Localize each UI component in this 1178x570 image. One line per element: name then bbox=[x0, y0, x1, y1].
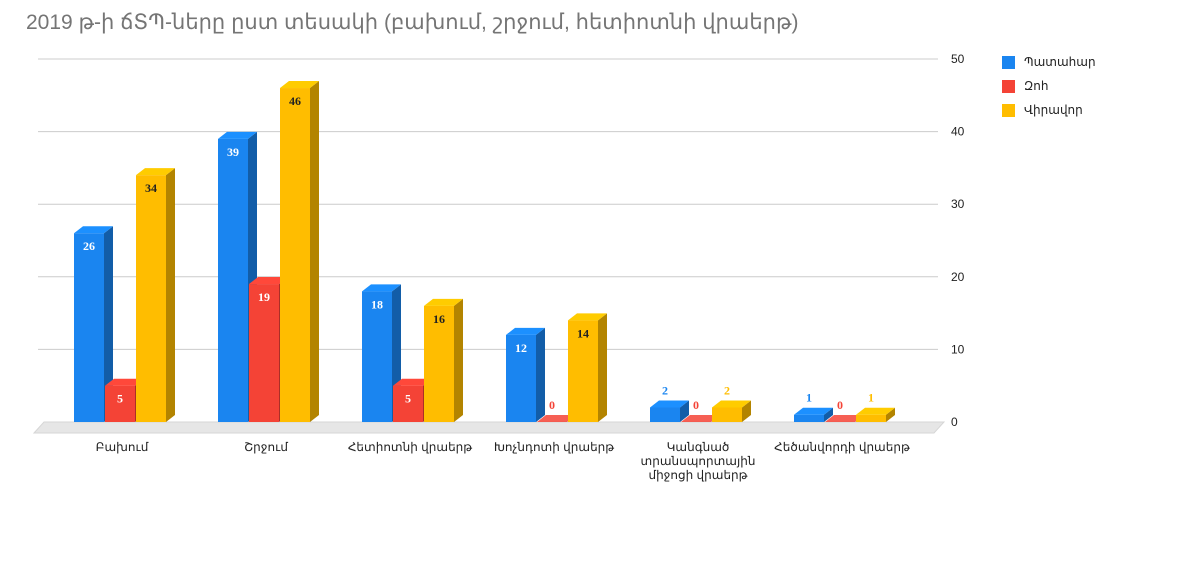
x-tick-label: միջոցի վրաերթ bbox=[648, 468, 747, 482]
data-label: 2 bbox=[662, 383, 668, 397]
bar bbox=[218, 138, 248, 423]
bar-side bbox=[166, 168, 175, 422]
legend-item: Վիրավոր bbox=[1002, 98, 1096, 122]
bar bbox=[393, 385, 423, 422]
bar-top bbox=[712, 400, 751, 408]
bar-side bbox=[454, 298, 463, 422]
y-tick-label: 30 bbox=[951, 197, 965, 211]
bar-top bbox=[568, 313, 607, 321]
chart-title: 2019 թ-ի ճՏՊ-ները ըստ տեսակի (բախում, շր… bbox=[26, 11, 799, 34]
y-tick-label: 40 bbox=[951, 125, 965, 139]
data-label: 5 bbox=[117, 392, 123, 406]
bar bbox=[105, 385, 135, 422]
x-tick-label: Բախում bbox=[96, 440, 149, 454]
bar-top bbox=[249, 277, 288, 285]
legend-label: Վիրավոր bbox=[1024, 103, 1083, 117]
data-label: 5 bbox=[405, 392, 411, 406]
legend-swatch bbox=[1002, 55, 1015, 69]
bar-top bbox=[393, 378, 432, 386]
bar-side bbox=[824, 407, 833, 422]
bar bbox=[249, 284, 279, 422]
bar-top bbox=[280, 81, 319, 89]
y-tick-label: 50 bbox=[951, 52, 965, 66]
bar-top bbox=[856, 407, 895, 415]
data-label: 26 bbox=[83, 239, 95, 253]
legend-swatch bbox=[1002, 103, 1015, 117]
bar bbox=[74, 233, 104, 422]
y-tick-label: 0 bbox=[951, 415, 958, 429]
legend-swatch bbox=[1002, 79, 1015, 93]
y-tick-label: 10 bbox=[951, 342, 965, 356]
data-label: 34 bbox=[145, 181, 157, 195]
bar-side bbox=[104, 226, 113, 422]
data-label: 2 bbox=[724, 383, 730, 397]
bar-side bbox=[598, 313, 607, 422]
bar bbox=[650, 407, 680, 422]
legend-label: Զոհ bbox=[1024, 79, 1049, 93]
bar bbox=[424, 305, 454, 422]
x-tick-label: Շրջում bbox=[244, 440, 288, 454]
bar-top bbox=[681, 415, 720, 422]
bar-top bbox=[794, 407, 833, 415]
bar bbox=[280, 88, 310, 422]
data-label: 39 bbox=[227, 145, 239, 159]
bar-top bbox=[105, 378, 144, 386]
bar-top bbox=[136, 168, 175, 176]
data-label: 12 bbox=[515, 341, 527, 355]
data-label: 16 bbox=[433, 312, 445, 326]
bar bbox=[568, 320, 598, 422]
bar-top bbox=[650, 400, 689, 408]
chart-floor bbox=[32, 421, 946, 434]
data-label: 14 bbox=[577, 326, 589, 340]
data-label: 0 bbox=[693, 398, 699, 412]
bar bbox=[712, 407, 742, 422]
bar-top bbox=[362, 284, 401, 292]
legend-item: Պատահար bbox=[1002, 50, 1096, 74]
x-tick-label: Հեծանվորդի վրաերթ bbox=[774, 440, 910, 454]
bar bbox=[362, 291, 392, 422]
bar bbox=[136, 175, 166, 422]
data-label: 1 bbox=[806, 391, 812, 405]
bar bbox=[794, 414, 824, 422]
bar-side bbox=[310, 81, 319, 422]
bar-side bbox=[680, 400, 689, 422]
bar bbox=[506, 334, 536, 422]
legend-label: Պատահար bbox=[1024, 55, 1096, 69]
bar-side bbox=[536, 327, 545, 422]
bar bbox=[856, 414, 886, 422]
data-label: 1 bbox=[868, 391, 874, 405]
bar-top bbox=[506, 327, 545, 335]
bar-top bbox=[537, 415, 576, 422]
legend-item: Զոհ bbox=[1002, 74, 1096, 98]
chart-legend: Պատահար Զոհ Վիրավոր bbox=[1002, 50, 1096, 122]
bar-top bbox=[424, 298, 463, 306]
x-tick-label: Խոչնդոտի վրաերթ bbox=[494, 440, 614, 454]
x-tick-label: տրանսպորտային bbox=[641, 454, 756, 468]
y-tick-label: 20 bbox=[951, 270, 965, 284]
bar-top bbox=[74, 226, 113, 234]
bar-side bbox=[742, 400, 751, 422]
data-label: 0 bbox=[837, 398, 843, 412]
data-label: 19 bbox=[258, 290, 270, 304]
data-label: 18 bbox=[371, 297, 383, 311]
x-tick-label: Կանգնած bbox=[667, 440, 730, 454]
data-label: 0 bbox=[549, 398, 555, 412]
bar-side bbox=[886, 407, 895, 422]
x-tick-label: Հետիոտնի վրաերթ bbox=[348, 440, 472, 454]
bar-top bbox=[825, 415, 864, 422]
bar-top bbox=[218, 131, 257, 139]
data-label: 46 bbox=[289, 94, 301, 108]
